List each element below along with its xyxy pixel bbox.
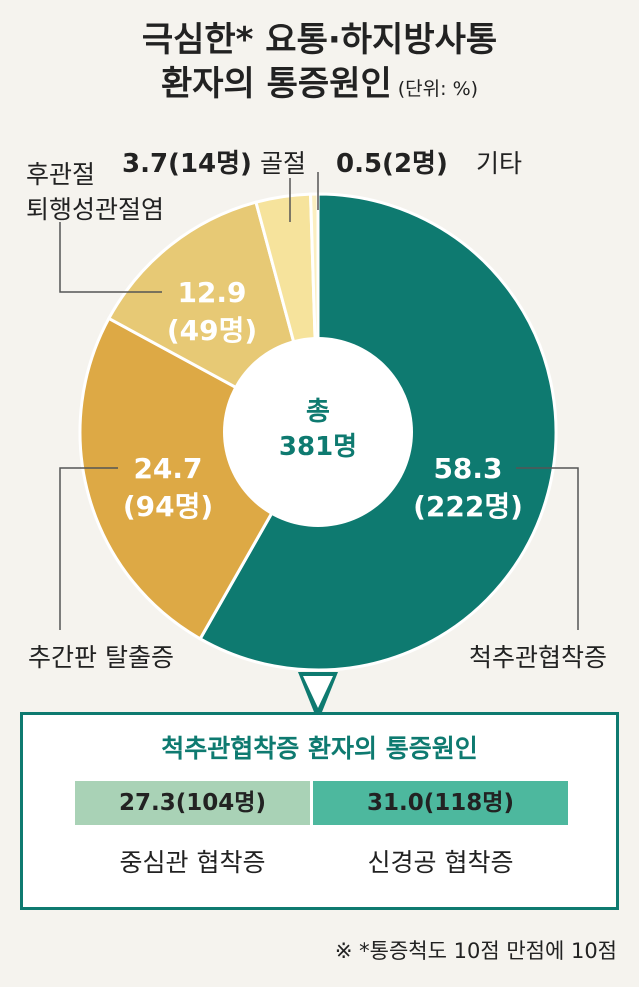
center-label: 총 (306, 397, 330, 427)
breakdown-box: 척추관협착증 환자의 통증원인 27.3(104명) 31.0(118명) 중심… (20, 712, 619, 910)
value-label-facet: 12.9 (177, 276, 246, 309)
label-disc: 추간판 탈출증 (28, 643, 174, 672)
leader-line-stenosis (516, 467, 579, 630)
donut-hole (223, 337, 413, 527)
value-label-other: 0.5(2명) (336, 149, 448, 179)
title-line1: 극심한* 요통·하지방사통 (141, 20, 498, 60)
breakdown-label-foraminal: 신경공 협착증 (367, 848, 514, 877)
count-label-disc: (94명) (123, 490, 213, 523)
leader-line-facet (59, 222, 162, 293)
leader-line-disc (59, 467, 118, 630)
value-label-fracture: 3.7(14명) (122, 149, 252, 179)
breakdown-label-central: 중심관 협착증 (119, 848, 266, 877)
label-fracture: 골절 (260, 149, 306, 178)
count-label-facet: (49명) (167, 314, 257, 347)
label-stenosis: 척추관협착증 (469, 643, 607, 672)
chart-title: 극심한* 요통·하지방사통 환자의 통증원인 (단위: %) (0, 18, 639, 111)
breakdown-bar-foraminal: 31.0(118명) (313, 781, 568, 825)
title-line2: 환자의 통증원인 (160, 64, 392, 104)
count-label-stenosis: (222명) (413, 490, 523, 523)
value-label-disc: 24.7 (133, 452, 202, 485)
breakdown-bar-central: 27.3(104명) (75, 781, 310, 825)
unit-label: (단위: %) (397, 78, 479, 100)
label-facet-line1: 후관절 (26, 160, 95, 189)
center-total: 381명 (279, 432, 357, 462)
callout-pointer-inner (303, 676, 333, 708)
label-facet-line2: 퇴행성관절염 (26, 195, 164, 224)
label-other: 기타 (476, 149, 522, 178)
value-label-stenosis: 58.3 (433, 452, 502, 485)
slice-disc (78, 316, 321, 641)
footnote: ※ *통증척도 10점 만점에 10점 (334, 939, 617, 963)
breakdown-title: 척추관협착증 환자의 통증원인 (161, 734, 478, 763)
